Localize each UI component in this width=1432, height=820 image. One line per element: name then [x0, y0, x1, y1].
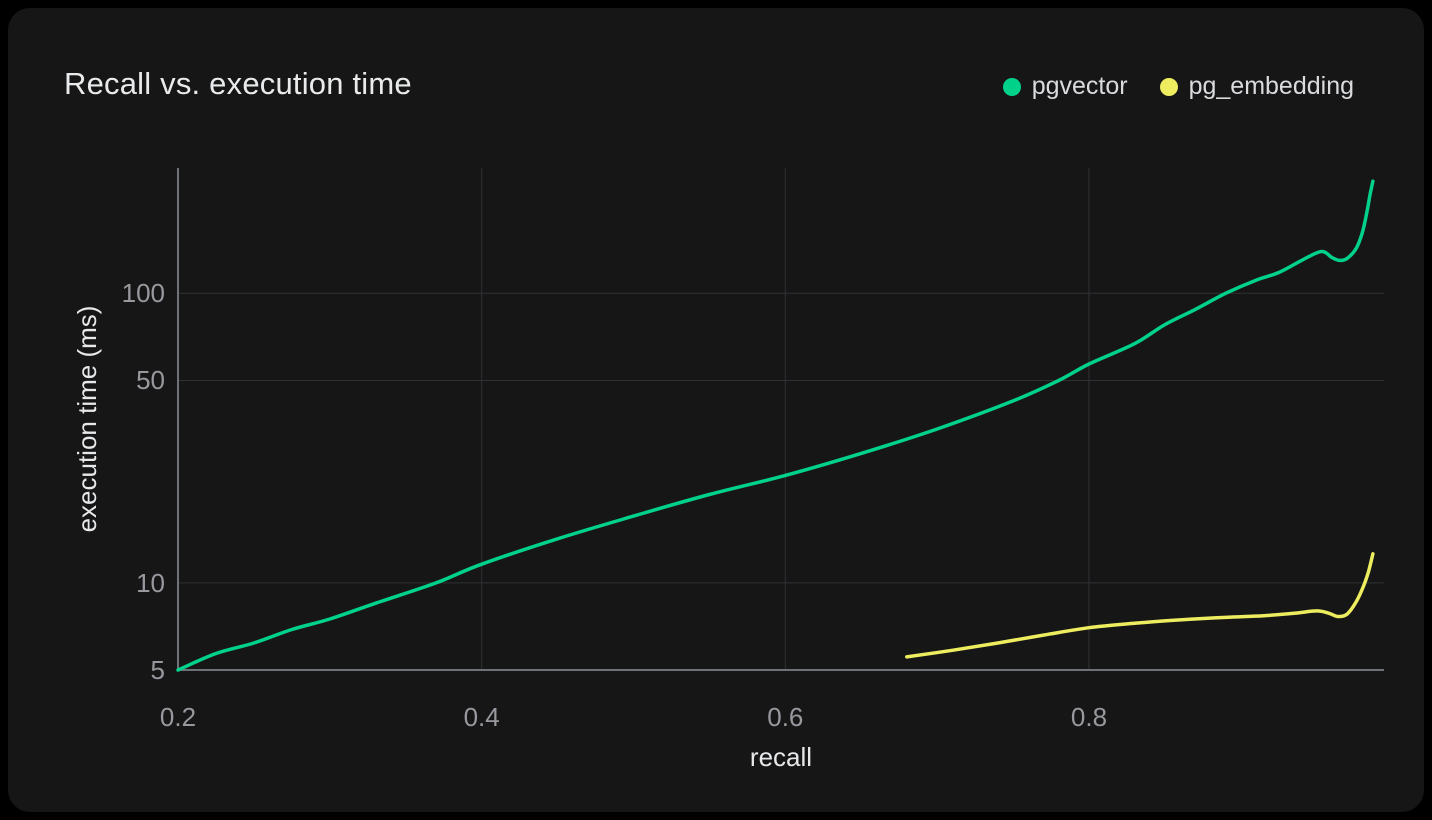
chart-title: Recall vs. execution time — [64, 66, 412, 101]
pgvector-dot-icon — [1002, 77, 1021, 96]
legend-label-pg-embedding: pg_embedding — [1188, 72, 1354, 100]
legend-label-pgvector: pgvector — [1031, 72, 1128, 100]
legend: pgvector pg_embedding — [1002, 72, 1354, 101]
chart-card: Recall vs. execution time pgvector pg_em… — [8, 8, 1424, 812]
series-line-pgvector — [176, 179, 1375, 672]
plot-canvas[interactable] — [8, 8, 1432, 820]
x-axis-label: recall — [749, 742, 813, 772]
legend-item-pg-embedding[interactable]: pg_embedding — [1159, 72, 1354, 101]
pg-embedding-dot-icon — [1159, 77, 1178, 96]
legend-item-pgvector[interactable]: pgvector — [1002, 72, 1128, 101]
series-line-pg_embedding — [905, 552, 1375, 659]
y-axis-label: execution time (ms) — [72, 305, 102, 533]
